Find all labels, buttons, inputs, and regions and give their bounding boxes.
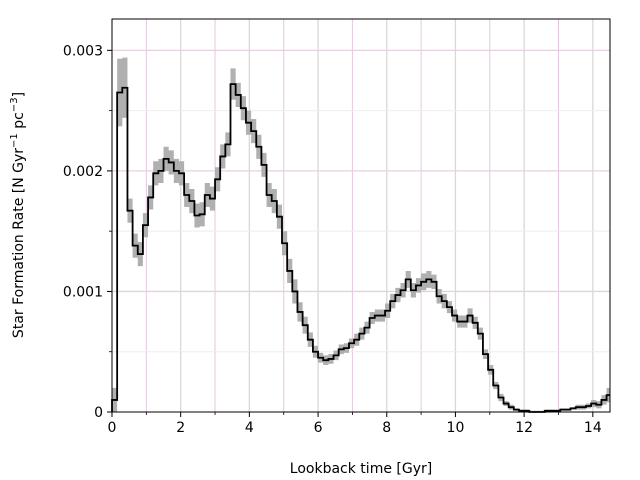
x-tick-labels: 0 2 4 6 8 10 12 14 <box>108 420 602 436</box>
y-tick-label: 0.001 <box>63 284 103 300</box>
y-axis-label: Star Formation Rate [N Gyr−1 pc−3] <box>9 92 27 338</box>
x-tick-label: 12 <box>515 420 533 436</box>
y-axis-label-sup2: −3 <box>9 97 20 112</box>
x-tick-label: 8 <box>382 420 391 436</box>
y-tick-label: 0.003 <box>63 43 103 59</box>
x-tick-label: 0 <box>108 420 117 436</box>
x-tick-label: 2 <box>176 420 185 436</box>
plot-frame <box>111 18 611 413</box>
x-tick-label: 4 <box>245 420 254 436</box>
x-axis-label: Lookback time [Gyr] <box>290 461 432 477</box>
x-tick-label: 6 <box>314 420 323 436</box>
ticks <box>107 49 594 417</box>
y-axis-label-end: ] <box>11 92 27 97</box>
x-tick-label: 10 <box>447 420 465 436</box>
x-tick-label: 14 <box>584 420 602 436</box>
y-axis-label-main: Star Formation Rate [N Gyr <box>11 148 27 338</box>
y-tick-label: 0.002 <box>63 164 103 180</box>
series-line <box>111 83 610 413</box>
y-tick-labels: 0 0.001 0.002 0.003 <box>63 43 103 421</box>
y-axis-label-sup1: −1 <box>9 133 20 148</box>
grid <box>112 19 610 412</box>
y-axis-label-mid: pc <box>11 112 27 133</box>
y-tick-label: 0 <box>94 405 103 421</box>
